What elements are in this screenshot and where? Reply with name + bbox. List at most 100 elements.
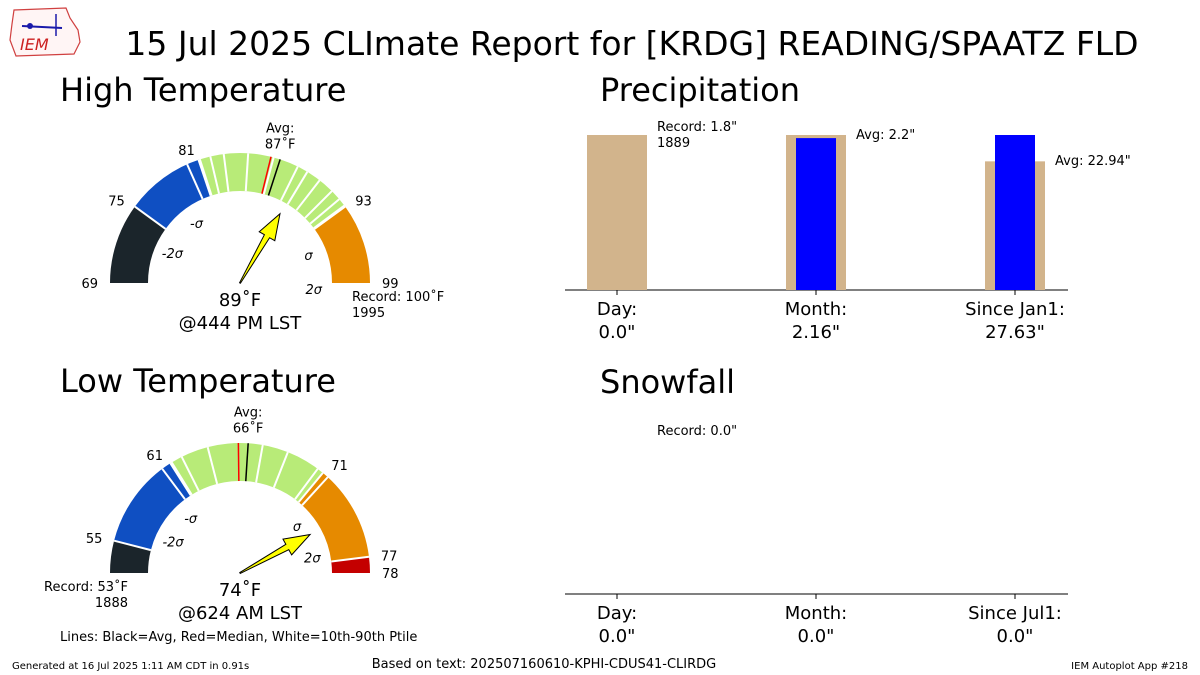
percentile-line — [222, 153, 230, 192]
gauge-title: Low Temperature — [60, 362, 336, 400]
page-title: 15 Jul 2025 CLImate Report for [KRDG] RE… — [125, 24, 1138, 63]
generated-timestamp: Generated at 16 Jul 2025 1:11 AM CDT in … — [12, 661, 249, 672]
high-temperature-gauge: High Temperature 6975819399-2σ-σσ2σAvg:8… — [60, 71, 444, 334]
category-value: 27.63" — [985, 322, 1045, 343]
bar-annotation: 1889 — [657, 136, 690, 151]
percentile-line — [313, 204, 345, 229]
avg-value-label: 66˚F — [233, 420, 264, 436]
iem-logo[interactable]: IEM — [9, 7, 81, 57]
bar — [587, 135, 647, 290]
gauge-tick-label: 55 — [86, 532, 103, 547]
percentile-line — [272, 451, 289, 488]
observed-arrow — [238, 212, 281, 284]
gauge-segment — [114, 463, 191, 551]
snowfall-chart: Snowfall Day:0.0"Month:0.0"Since Jul1:0.… — [565, 363, 1068, 647]
precipitation-chart: Precipitation Day:0.0" Month:2.16" Since J… — [565, 71, 1131, 343]
bar-annotation: Record: 0.0" — [657, 424, 737, 439]
iowa-shape-icon — [9, 7, 81, 57]
percentile-line — [180, 456, 200, 492]
percentile-line — [313, 205, 346, 230]
gauge-segment — [314, 206, 370, 283]
category-label: Month: — [785, 299, 847, 320]
category-value: 0.0" — [798, 626, 835, 647]
bar-annotation: Avg: 22.94" — [1055, 154, 1131, 169]
percentile-line — [169, 462, 192, 496]
percentile-line — [170, 461, 193, 496]
gauge-tick-label: 75 — [108, 195, 125, 210]
observation-time: @444 PM LST — [179, 313, 303, 334]
percentile-line — [209, 156, 220, 194]
average-line — [245, 443, 249, 482]
avg-label: Avg: — [266, 121, 294, 136]
percentile-line — [197, 159, 212, 197]
observation-time: @624 AM LST — [178, 603, 303, 624]
legend-note: Lines: Black=Avg, Red=Median, White=10th… — [60, 630, 417, 645]
percentile-line — [331, 555, 370, 563]
bar — [796, 138, 836, 290]
record-label: Record: 100˚F — [352, 289, 444, 305]
median-line — [261, 156, 272, 194]
category-label: Since Jul1: — [968, 603, 1062, 624]
sigma-label: -2σ — [162, 247, 184, 262]
percentile-line — [295, 179, 321, 211]
record-year: 1995 — [352, 306, 385, 321]
percentile-line — [304, 190, 333, 219]
record-year: 1888 — [95, 596, 128, 611]
sigma-label: 2σ — [304, 551, 321, 566]
sigma-label: 2σ — [305, 283, 322, 298]
record-label: Record: 53˚F — [44, 579, 128, 595]
bar-annotation: Record: 1.8" — [657, 120, 737, 135]
observed-arrow — [239, 533, 312, 575]
gauge-tick-label: 78 — [382, 567, 399, 582]
sigma-label: -σ — [184, 512, 198, 527]
percentile-line — [206, 446, 219, 485]
gauge-tick-label: 93 — [355, 195, 372, 210]
chart-title: Precipitation — [600, 71, 800, 109]
app-id: IEM Autoplot App #218 — [1071, 661, 1188, 672]
percentile-line — [301, 476, 329, 506]
low-temperature-gauge: Low Temperature 55 61 71 77 78 -2σ-σ σ 2σ Avg:66… — [44, 362, 399, 624]
category-value: 0.0" — [997, 626, 1034, 647]
category-value: 2.16" — [792, 322, 840, 343]
percentile-line — [113, 539, 152, 552]
sigma-label: -2σ — [162, 535, 184, 550]
avg-value-label: 87˚F — [265, 136, 296, 152]
avg-label: Avg: — [234, 405, 262, 420]
percentile-line — [294, 468, 319, 500]
bar-annotation: Avg: 2.2" — [856, 128, 915, 143]
category-label: Since Jan1: — [965, 299, 1065, 320]
percentile-line — [286, 171, 309, 205]
gauge-segment — [110, 206, 166, 283]
gauge-tick-label: 81 — [178, 144, 195, 159]
category-value: 0.0" — [599, 626, 636, 647]
gauge-tick-label: 77 — [381, 549, 398, 564]
gauge-tick-label: 69 — [81, 277, 98, 292]
sigma-label: σ — [304, 249, 313, 264]
category-label: Month: — [785, 603, 847, 624]
gauge-tick-label: 61 — [146, 449, 163, 464]
percentile-line — [297, 472, 324, 503]
gauge-tick-label: 71 — [331, 459, 348, 474]
category-label: Day: — [597, 299, 637, 320]
vane-hub-icon — [27, 23, 33, 29]
source-text: Based on text: 202507160610-KPHI-CDUS41-… — [372, 657, 717, 672]
percentile-line — [161, 468, 186, 500]
percentile-line — [280, 166, 299, 202]
sigma-label: σ — [293, 520, 302, 535]
category-value: 0.0" — [599, 322, 636, 343]
percentile-line — [262, 157, 275, 195]
average-line — [267, 159, 281, 196]
gauge-segment — [110, 540, 151, 573]
sigma-label: -σ — [190, 217, 204, 232]
percentile-line — [244, 153, 250, 192]
percentile-line — [255, 444, 264, 483]
gauge-tick-label: 99 — [382, 277, 399, 292]
category-label: Day: — [597, 603, 637, 624]
observed-value: 89˚F — [219, 290, 261, 311]
gauge-segment — [199, 153, 346, 229]
observed-value: 74˚F — [219, 580, 261, 601]
gauge-title: High Temperature — [60, 71, 346, 109]
percentile-line — [198, 159, 213, 196]
gauge-segment — [298, 472, 369, 562]
